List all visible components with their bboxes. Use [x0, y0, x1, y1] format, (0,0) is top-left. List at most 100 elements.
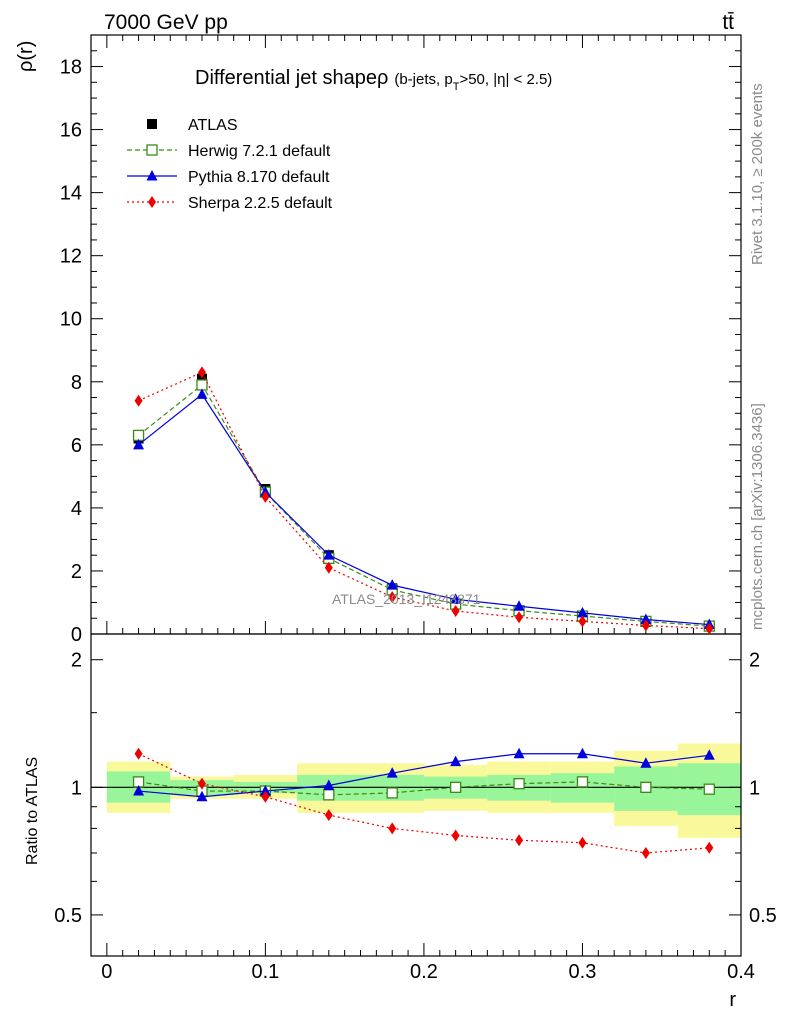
legend-item-atlas: ATLAS — [147, 117, 238, 134]
main-y-axis-label: ρ(r) — [15, 41, 37, 72]
rivet-label: Rivet 3.1.10, ≥ 200k events — [749, 83, 766, 265]
energy-label: 7000 GeV pp — [104, 11, 228, 34]
mcplots-label: mcplots.cern.ch [arXiv:1306.3436] — [749, 403, 766, 630]
watermark: ATLAS_2013_I1243871 — [332, 591, 481, 607]
ratio-plot-frame — [90, 633, 742, 957]
ratio-point-herwig — [449, 781, 462, 793]
main-point-pythia — [196, 388, 208, 399]
ratio-point-sherpa — [388, 822, 397, 835]
main-point-pythia — [576, 606, 588, 618]
data-series — [132, 366, 715, 859]
ratio-point-sherpa — [451, 829, 460, 842]
ratio-point-pythia — [576, 747, 588, 759]
main-series-pythia — [133, 388, 715, 630]
main-y-tick-label: 4 — [71, 498, 82, 520]
main-y-tick-label: 10 — [60, 309, 82, 331]
ratio-series-pythia — [133, 747, 715, 802]
ratio-point-pythia — [196, 790, 208, 802]
legend-label-atlas: ATLAS — [188, 117, 238, 134]
legend-label-sherpa: Sherpa 2.2.5 default — [188, 195, 333, 212]
ratio-point-sherpa — [515, 834, 524, 847]
ratio-y-tick-label: 0.5 — [54, 905, 82, 927]
ratio-point-sherpa — [324, 809, 333, 822]
ratio-y-tick-label: 2 — [71, 650, 82, 672]
chart-title-main: Differential jet shapeρ — [195, 67, 388, 89]
legend-marker-atlas — [147, 119, 157, 129]
x-tick-label: 0.1 — [251, 961, 279, 983]
ratio-point-herwig — [640, 781, 652, 793]
ratio-point-pythia — [640, 757, 652, 768]
ratio-point-herwig — [576, 776, 589, 788]
ratio-y-tick-label-right: 2 — [749, 650, 760, 672]
main-point-sherpa — [261, 490, 270, 503]
x-axis-label: r — [729, 989, 736, 1011]
legend: ATLAS Herwig 7.2.1 default Pythia 8.170 de… — [127, 117, 333, 212]
main-point-sherpa — [705, 622, 714, 635]
main-point-sherpa — [451, 604, 460, 617]
ratio-series-herwig — [132, 776, 715, 801]
main-point-sherpa — [388, 591, 397, 604]
ratio-point-sherpa — [578, 836, 587, 849]
main-point-sherpa — [134, 394, 143, 407]
main-point-pythia — [450, 593, 462, 604]
legend-marker-herwig — [146, 144, 158, 156]
ratio-point-sherpa — [641, 846, 650, 859]
main-line-pythia — [138, 393, 710, 626]
main-y-tick-label: 0 — [71, 624, 82, 646]
ratio-y-tick-label-right: 1 — [749, 777, 760, 799]
chart-title-suffix: (b-jets, pT>50, |η| < 2.5) — [394, 71, 552, 93]
main-y-tick-label: 16 — [60, 120, 82, 142]
main-point-pythia — [386, 579, 398, 590]
process-label: tt̄ — [722, 11, 734, 34]
ratio-line-herwig — [138, 781, 710, 796]
ratio-point-pythia — [259, 785, 271, 796]
x-tick-label: 0 — [101, 961, 112, 983]
main-y-tick-label: 14 — [60, 183, 82, 205]
legend-marker-sherpa — [148, 196, 156, 208]
main-point-pythia — [640, 613, 652, 624]
main-line-sherpa — [138, 371, 710, 630]
main-series-sherpa — [134, 366, 714, 635]
main-point-sherpa — [197, 366, 206, 379]
chart-title: Differential jet shapeρ (b-jets, pT>50, |… — [195, 67, 552, 93]
x-tick-label: 0.2 — [410, 961, 438, 983]
ratio-point-pythia — [703, 749, 715, 760]
x-tick-label: 0.3 — [569, 961, 597, 983]
ratio-line-pythia — [138, 753, 710, 798]
ratio-point-herwig — [386, 787, 398, 799]
ratio-point-sherpa — [261, 790, 270, 803]
ratio-point-herwig — [323, 789, 335, 801]
main-y-tick-label: 6 — [71, 435, 82, 457]
main-line-herwig — [138, 384, 710, 627]
ratio-point-pythia — [386, 767, 398, 778]
main-point-atlas — [196, 373, 207, 384]
main-point-pythia — [513, 600, 525, 611]
main-y-tick-label: 2 — [71, 561, 82, 583]
ratio-series-sherpa — [134, 747, 714, 859]
ratio-point-herwig — [703, 783, 715, 795]
ratio-point-sherpa — [134, 747, 143, 760]
main-y-tick-label: 8 — [71, 372, 82, 394]
main-point-sherpa — [578, 615, 587, 628]
ratio-y-axis-label: Ratio to ATLAS — [24, 757, 41, 865]
main-point-sherpa — [515, 611, 524, 624]
ratio-point-herwig — [513, 778, 525, 790]
ratio-point-sherpa — [197, 777, 206, 790]
ratio-point-sherpa — [705, 841, 714, 854]
x-tick-label: 0.4 — [727, 961, 755, 983]
main-y-tick-label: 18 — [60, 57, 82, 79]
legend-label-pythia: Pythia 8.170 default — [188, 169, 330, 186]
main-point-sherpa — [641, 619, 650, 632]
legend-marker-pythia — [146, 170, 158, 181]
legend-item-pythia: Pythia 8.170 default — [127, 169, 330, 186]
ratio-point-pythia — [513, 747, 525, 759]
ratio-point-pythia — [323, 779, 335, 790]
ratio-y-tick-label: 1 — [71, 777, 82, 799]
main-point-pythia — [323, 549, 335, 560]
main-y-tick-label: 12 — [60, 246, 82, 268]
main-point-pythia — [133, 438, 145, 450]
legend-label-herwig: Herwig 7.2.1 default — [188, 143, 331, 160]
legend-item-sherpa: Sherpa 2.2.5 default — [127, 195, 333, 212]
